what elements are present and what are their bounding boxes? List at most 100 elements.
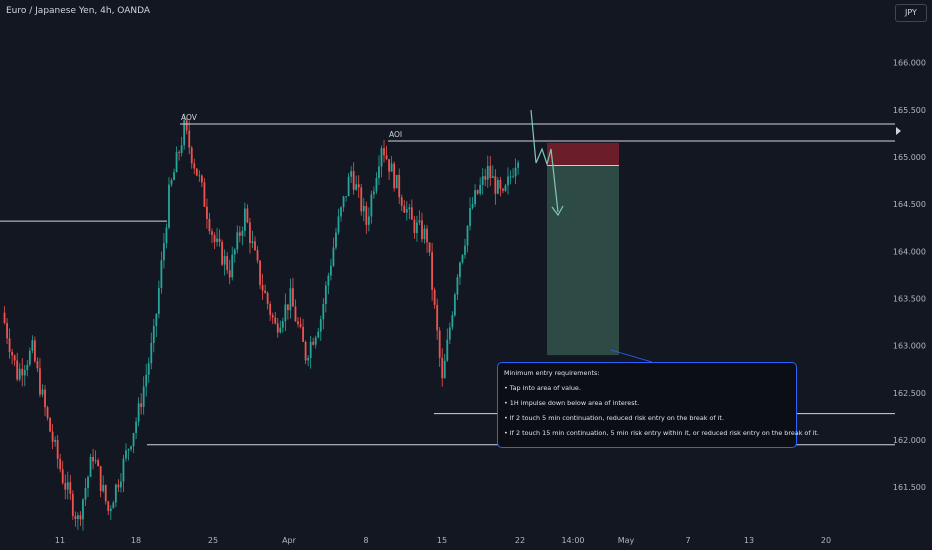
- candle-body: [223, 256, 226, 265]
- candle-body: [289, 288, 292, 311]
- candle-body: [481, 176, 484, 185]
- candle-body: [426, 228, 428, 243]
- candle-body: [77, 515, 79, 520]
- candle-body: [352, 171, 355, 190]
- candle-body: [314, 337, 317, 345]
- note-connector: [610, 349, 653, 363]
- note-item: • If 2 touch 5 min continuation, reduced…: [504, 414, 724, 422]
- candle-body: [337, 216, 340, 233]
- candle-body: [152, 326, 155, 343]
- candle-body: [114, 484, 117, 503]
- candle-body: [193, 163, 196, 169]
- candle-body: [461, 254, 464, 263]
- symbol-title: Euro / Japanese Yen, 4h, OANDA: [6, 6, 151, 16]
- candle-body: [206, 206, 208, 219]
- candle-body: [82, 499, 84, 520]
- candle-body: [69, 482, 72, 494]
- time-axis[interactable]: 11 18 25 Apr 8 15 22 14:00 May 7 13 20: [55, 536, 831, 545]
- candle-body: [309, 341, 312, 359]
- candle-body: [494, 176, 497, 194]
- candle-body: [203, 182, 206, 207]
- candle-body: [104, 485, 107, 502]
- time-tick-label: 7: [685, 536, 690, 545]
- candle-body: [259, 260, 261, 285]
- candle-body: [317, 331, 320, 338]
- time-tick-label: Apr: [282, 536, 297, 545]
- candle-body: [408, 207, 411, 210]
- time-tick-label: 8: [363, 536, 368, 545]
- candle-body: [221, 242, 224, 265]
- time-tick-label: 22: [515, 536, 525, 545]
- candle-body: [335, 232, 337, 248]
- candle-body: [357, 184, 360, 188]
- candle-body: [438, 330, 441, 358]
- candle-body: [120, 481, 122, 488]
- candle-body: [44, 389, 46, 408]
- candle-body: [466, 225, 469, 246]
- candle-body: [23, 370, 26, 376]
- candle-body: [236, 232, 239, 250]
- level-marker: [896, 127, 901, 135]
- candle-body: [486, 165, 489, 180]
- candle-body: [117, 484, 120, 488]
- candle-body: [218, 238, 221, 243]
- candle-body: [496, 179, 499, 194]
- candle-body: [11, 352, 14, 356]
- candle-body: [403, 205, 406, 213]
- candle-body: [99, 466, 102, 492]
- currency-button[interactable]: JPY: [895, 4, 927, 22]
- candle-body: [276, 323, 279, 333]
- candle-body: [491, 176, 494, 179]
- candle-body: [112, 502, 115, 509]
- candle-body: [373, 191, 375, 195]
- candle-body: [393, 163, 396, 189]
- projection-arrow: [530, 109, 653, 363]
- candle-body: [471, 204, 474, 209]
- time-tick-label: 25: [208, 536, 218, 545]
- candle-body: [142, 386, 145, 408]
- candle-body: [304, 341, 307, 361]
- candle-body: [64, 483, 67, 490]
- candle-body: [155, 313, 158, 327]
- arrow-head: [551, 205, 564, 217]
- candle-body: [271, 315, 274, 318]
- short-position-tool[interactable]: [547, 142, 619, 356]
- candle-body: [410, 207, 413, 220]
- candle-body: [256, 250, 259, 261]
- candle-body: [54, 439, 57, 442]
- price-tick-label: 164.000: [893, 247, 926, 256]
- note-item: • If 2 touch 15 min continuation, 5 min …: [504, 429, 819, 437]
- time-tick-label: 18: [131, 536, 141, 545]
- candle-body: [448, 327, 451, 340]
- candle-body: [102, 485, 105, 492]
- candle-body: [200, 175, 203, 183]
- candle-body: [6, 323, 8, 339]
- candle-body: [286, 304, 289, 311]
- candle-body: [107, 501, 110, 511]
- candle-body: [324, 285, 327, 305]
- candle-body: [56, 439, 59, 459]
- price-axis[interactable]: 161.500 162.000 162.500 163.000 163.500 164.0…: [893, 59, 926, 492]
- candle-body: [451, 315, 454, 328]
- price-tick-label: 163.000: [893, 342, 926, 351]
- candle-body: [36, 361, 39, 369]
- candle-body: [185, 120, 188, 131]
- candle-body: [428, 242, 431, 253]
- candle-body: [165, 227, 168, 244]
- candle-body: [71, 493, 74, 516]
- candle-body: [367, 216, 370, 225]
- candle-body: [302, 326, 304, 342]
- candle-body: [59, 458, 62, 470]
- candle-body: [163, 243, 165, 261]
- candle-body: [39, 368, 41, 395]
- candle-body: [312, 341, 315, 345]
- time-tick-label: 15: [437, 536, 447, 545]
- candle-body: [180, 145, 183, 154]
- candle-body: [137, 403, 140, 422]
- time-tick-label: 11: [55, 536, 65, 545]
- candle-body: [350, 171, 353, 177]
- price-tick-label: 164.500: [893, 200, 926, 209]
- candle-body: [443, 360, 446, 379]
- entry-requirements-note[interactable]: Minimum entry requirements: • Tap into a…: [497, 362, 819, 448]
